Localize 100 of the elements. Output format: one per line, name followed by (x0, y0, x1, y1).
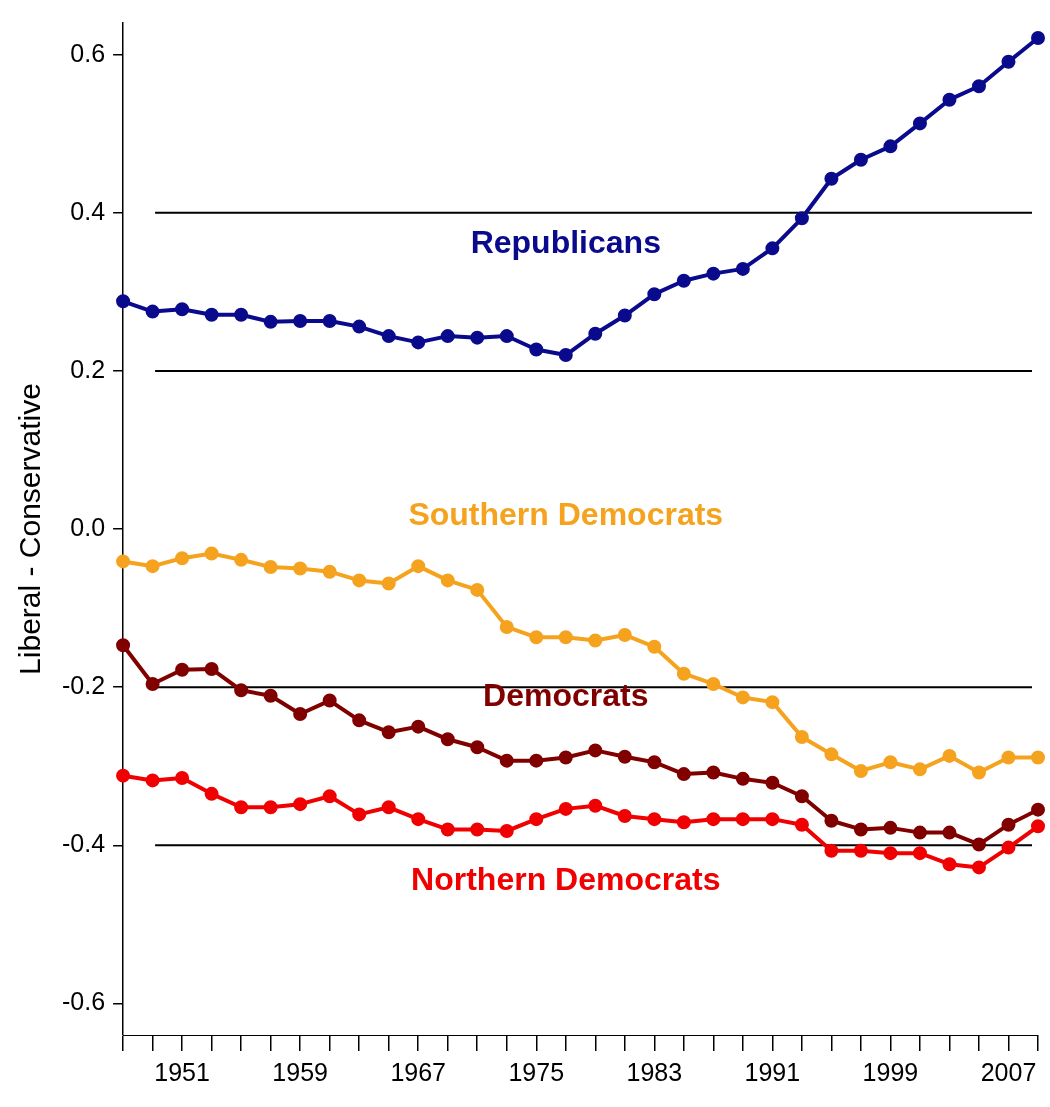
point (824, 747, 839, 762)
point (440, 822, 455, 837)
point (824, 813, 839, 828)
x-tick-label: 1983 (626, 1057, 683, 1086)
point (912, 846, 927, 861)
point (116, 768, 131, 783)
point (529, 812, 544, 827)
point (116, 554, 131, 569)
point (440, 329, 455, 344)
point (381, 800, 396, 815)
point (853, 843, 868, 858)
point (293, 561, 308, 576)
point (676, 815, 691, 830)
point (293, 314, 308, 329)
point (381, 725, 396, 740)
point (735, 690, 750, 705)
point (765, 775, 780, 790)
point (145, 676, 160, 691)
x-tick-label: 1967 (390, 1057, 447, 1086)
point (824, 171, 839, 186)
point (234, 307, 249, 322)
point (352, 807, 367, 822)
point (175, 302, 190, 317)
series-label: Republicans (470, 224, 661, 261)
y-tick-label: 0.4 (70, 196, 106, 225)
point (676, 767, 691, 782)
point (411, 812, 426, 827)
point (145, 559, 160, 574)
point (735, 771, 750, 786)
point (352, 319, 367, 334)
point (263, 800, 278, 815)
x-tick-label: 1959 (272, 1057, 328, 1086)
point (942, 748, 957, 763)
point (529, 753, 544, 768)
series-label: Southern Democrats (408, 495, 724, 532)
series-label: Northern Democrats (411, 860, 721, 897)
point (529, 630, 544, 645)
point (470, 740, 485, 755)
point (529, 342, 544, 357)
series-label: Democrats (483, 677, 649, 714)
point (175, 662, 190, 677)
point (971, 837, 986, 852)
point (204, 307, 219, 322)
point (352, 573, 367, 588)
point (647, 639, 662, 654)
point (1031, 802, 1045, 817)
point (765, 241, 780, 256)
point (1001, 750, 1016, 765)
point (853, 822, 868, 837)
point (263, 688, 278, 703)
point (971, 860, 986, 875)
point (883, 755, 898, 770)
point (234, 800, 249, 815)
point (204, 786, 219, 801)
point (765, 812, 780, 827)
point (381, 329, 396, 344)
point (588, 743, 603, 758)
y-axis-title: Liberal - Conservative (13, 383, 47, 675)
point (617, 627, 632, 642)
x-tick-label: 2007 (980, 1057, 1037, 1086)
point (499, 329, 514, 344)
point (204, 546, 219, 561)
point (942, 825, 957, 840)
y-tick-label: -0.4 (61, 829, 106, 858)
x-tick-label: 1951 (154, 1057, 210, 1086)
point (647, 755, 662, 770)
point (765, 695, 780, 710)
point (470, 330, 485, 345)
point (145, 773, 160, 788)
point (706, 765, 721, 780)
point (912, 762, 927, 777)
point (942, 857, 957, 872)
point (735, 261, 750, 276)
point (1031, 31, 1045, 46)
x-tick-label: 1999 (862, 1057, 919, 1086)
point (883, 139, 898, 154)
point (971, 79, 986, 94)
point (676, 666, 691, 681)
point (883, 820, 898, 835)
point (1031, 750, 1045, 765)
point (706, 266, 721, 281)
point (411, 719, 426, 734)
point (175, 551, 190, 566)
point (794, 729, 809, 744)
point (942, 92, 957, 107)
point (883, 846, 898, 861)
point (794, 817, 809, 832)
point (204, 661, 219, 676)
point (116, 638, 131, 653)
point (440, 573, 455, 588)
point (499, 753, 514, 768)
point (499, 620, 514, 635)
y-tick-label: 0.0 (70, 512, 106, 541)
point (381, 576, 396, 591)
point (263, 314, 278, 329)
point (912, 825, 927, 840)
point (322, 789, 337, 804)
point (263, 559, 278, 574)
point (1001, 817, 1016, 832)
point (706, 676, 721, 691)
